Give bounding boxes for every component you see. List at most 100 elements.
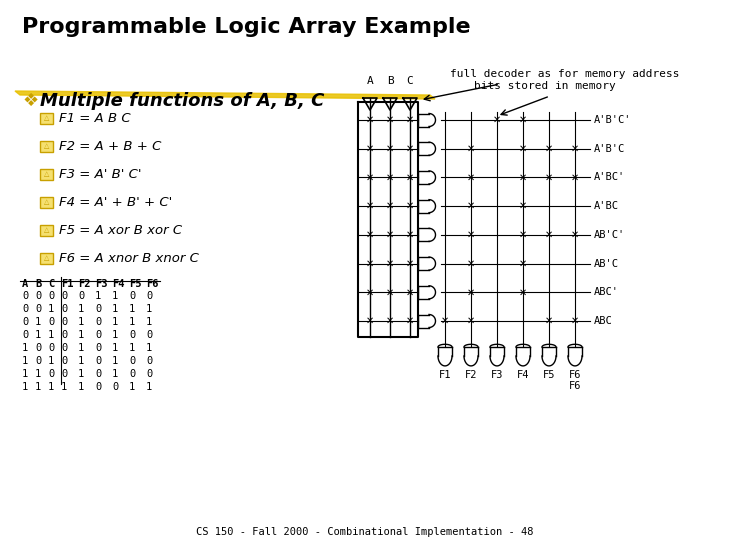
Text: ✕: ✕: [366, 201, 374, 211]
Text: F2: F2: [78, 279, 91, 289]
FancyBboxPatch shape: [40, 253, 53, 264]
Text: 0: 0: [129, 330, 135, 340]
Text: ABC: ABC: [594, 316, 612, 326]
Text: ✕: ✕: [406, 201, 414, 211]
Text: ✕: ✕: [571, 172, 579, 183]
Text: Programmable Logic Array Example: Programmable Logic Array Example: [22, 17, 471, 37]
Text: ✕: ✕: [519, 115, 527, 125]
Text: 0: 0: [22, 317, 28, 327]
Text: 1: 1: [129, 343, 135, 353]
Text: ✕: ✕: [406, 144, 414, 154]
Text: 1: 1: [22, 369, 28, 379]
Text: 0: 0: [22, 291, 28, 301]
Text: F3: F3: [95, 279, 107, 289]
Text: ✕: ✕: [366, 144, 374, 154]
Text: 1: 1: [112, 304, 118, 314]
Text: ABC': ABC': [594, 287, 619, 297]
Text: F4: F4: [517, 370, 529, 380]
Text: ✕: ✕: [467, 316, 475, 326]
Text: △: △: [44, 200, 49, 206]
Text: F4 = A' + B' + C': F4 = A' + B' + C': [59, 195, 172, 208]
Text: 0: 0: [95, 382, 101, 392]
Text: AB'C': AB'C': [594, 230, 626, 240]
Text: 0: 0: [129, 356, 135, 366]
Text: F6: F6: [146, 279, 158, 289]
Text: 1: 1: [146, 304, 153, 314]
Text: F2 = A + B + C: F2 = A + B + C: [59, 139, 161, 153]
Text: F6: F6: [569, 381, 581, 391]
Text: 0: 0: [95, 304, 101, 314]
Text: △: △: [44, 115, 49, 121]
Text: 0: 0: [61, 304, 67, 314]
Text: ✕: ✕: [386, 230, 394, 240]
Text: 0: 0: [22, 330, 28, 340]
Text: 1: 1: [129, 317, 135, 327]
Text: ✕: ✕: [386, 115, 394, 125]
Text: ✕: ✕: [545, 144, 553, 154]
Text: A: A: [22, 279, 28, 289]
Text: C: C: [407, 76, 413, 86]
Text: ✕: ✕: [366, 230, 374, 240]
Text: ✕: ✕: [467, 230, 475, 240]
Text: ✕: ✕: [406, 287, 414, 297]
Text: A'BC': A'BC': [594, 172, 626, 183]
Text: 1: 1: [129, 304, 135, 314]
Text: ❖: ❖: [22, 92, 38, 110]
Text: ✕: ✕: [467, 172, 475, 183]
Text: ✕: ✕: [406, 172, 414, 183]
Text: bits stored in memory: bits stored in memory: [474, 81, 616, 91]
Text: 0: 0: [48, 291, 54, 301]
FancyBboxPatch shape: [40, 141, 53, 152]
Text: full decoder as for memory address: full decoder as for memory address: [450, 69, 680, 79]
Text: ✕: ✕: [545, 230, 553, 240]
Text: ✕: ✕: [467, 287, 475, 297]
Text: ✕: ✕: [366, 287, 374, 297]
Text: 0: 0: [95, 356, 101, 366]
Text: ✕: ✕: [366, 316, 374, 326]
Text: ✕: ✕: [386, 144, 394, 154]
Text: 0: 0: [129, 291, 135, 301]
Text: 1: 1: [146, 382, 153, 392]
Text: 0: 0: [78, 291, 84, 301]
Text: 0: 0: [61, 369, 67, 379]
Text: ✕: ✕: [441, 316, 449, 326]
Text: ✕: ✕: [386, 172, 394, 183]
Text: ✕: ✕: [406, 259, 414, 269]
Text: 1: 1: [22, 356, 28, 366]
Text: 1: 1: [22, 343, 28, 353]
Text: ✕: ✕: [519, 287, 527, 297]
Text: A'B'C': A'B'C': [594, 115, 631, 125]
Text: F5 = A xor B xor C: F5 = A xor B xor C: [59, 224, 182, 236]
Text: ✕: ✕: [406, 316, 414, 326]
Text: F6 = A xnor B xnor C: F6 = A xnor B xnor C: [59, 252, 199, 265]
Text: ✕: ✕: [571, 230, 579, 240]
Text: ✕: ✕: [519, 172, 527, 183]
Text: 1: 1: [35, 369, 42, 379]
Text: 0: 0: [129, 369, 135, 379]
Text: ✕: ✕: [571, 316, 579, 326]
Text: ✕: ✕: [386, 316, 394, 326]
Text: F1: F1: [61, 279, 74, 289]
Text: 0: 0: [48, 369, 54, 379]
Text: ✕: ✕: [519, 144, 527, 154]
Text: △: △: [44, 255, 49, 261]
Text: CS 150 - Fall 2000 - Combinational Implementation - 48: CS 150 - Fall 2000 - Combinational Imple…: [196, 527, 534, 537]
Text: 1: 1: [35, 330, 42, 340]
Text: F3: F3: [491, 370, 503, 380]
Text: 0: 0: [146, 291, 153, 301]
Text: 1: 1: [146, 317, 153, 327]
Text: 0: 0: [48, 343, 54, 353]
Text: ✕: ✕: [519, 259, 527, 269]
FancyBboxPatch shape: [40, 225, 53, 236]
Text: Multiple functions of A, B, C: Multiple functions of A, B, C: [40, 92, 324, 110]
Text: ✕: ✕: [545, 172, 553, 183]
Text: AB'C: AB'C: [594, 259, 619, 269]
Text: ✕: ✕: [545, 316, 553, 326]
Text: 0: 0: [61, 317, 67, 327]
Text: F6: F6: [569, 370, 581, 380]
Text: 1: 1: [22, 382, 28, 392]
Text: 1: 1: [35, 382, 42, 392]
Text: 1: 1: [129, 382, 135, 392]
Text: ✕: ✕: [386, 287, 394, 297]
Text: ✕: ✕: [467, 201, 475, 211]
